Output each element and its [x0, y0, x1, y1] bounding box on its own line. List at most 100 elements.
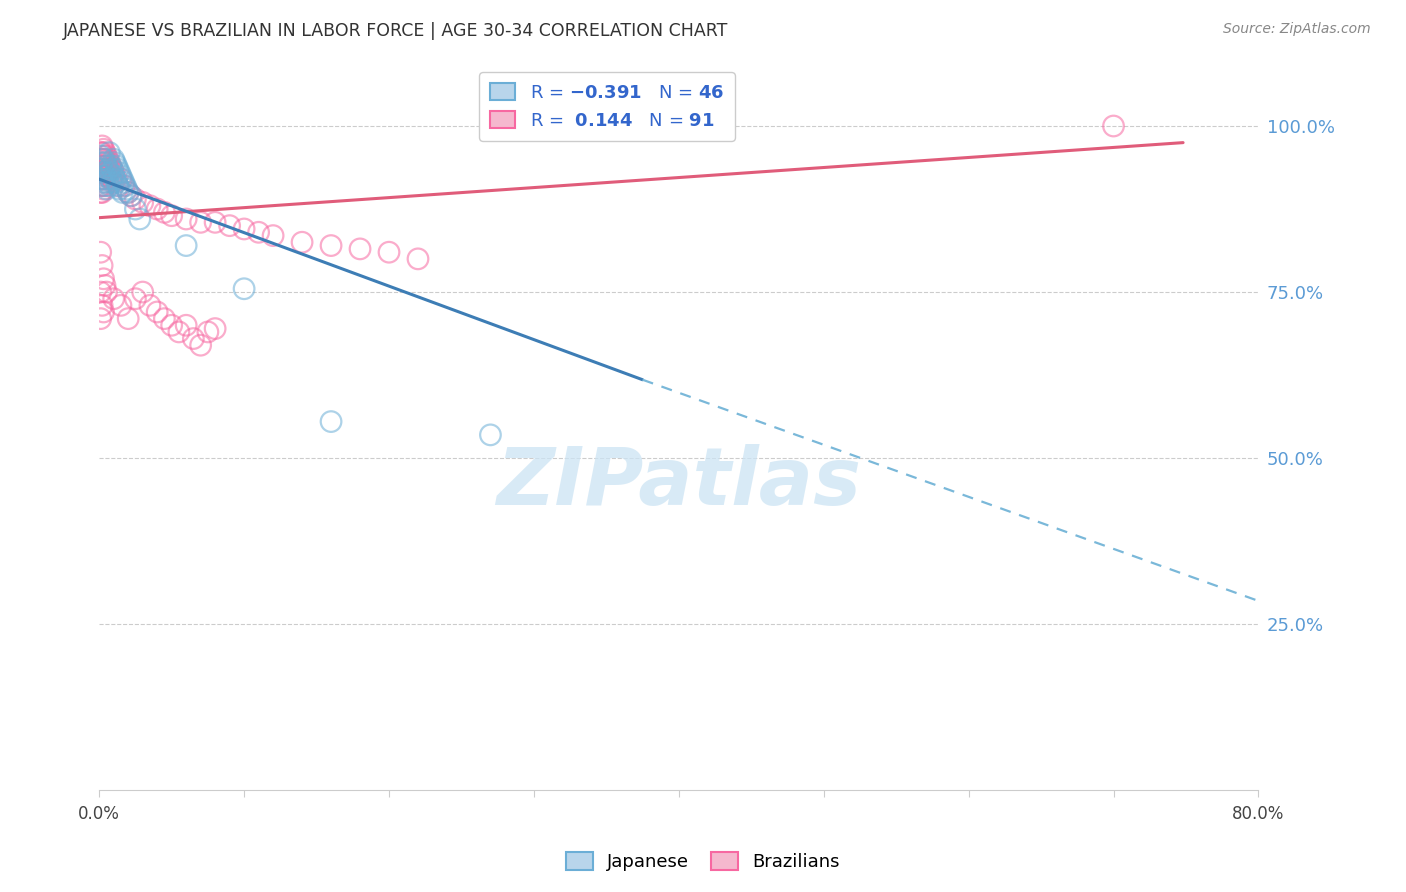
Point	[183, 332, 205, 346]
Point	[190, 215, 212, 229]
Point	[94, 153, 117, 167]
Legend: Japanese, Brazilians: Japanese, Brazilians	[558, 846, 848, 879]
Point	[98, 145, 121, 160]
Point	[94, 172, 117, 186]
Point	[91, 178, 114, 193]
Point	[319, 238, 342, 252]
Point	[91, 259, 114, 273]
Point	[111, 186, 134, 200]
Point	[98, 169, 121, 183]
Point	[101, 172, 124, 186]
Point	[160, 318, 183, 333]
Point	[97, 159, 120, 173]
Point	[174, 238, 197, 252]
Point	[94, 169, 117, 183]
Point	[233, 282, 256, 296]
Point	[107, 178, 129, 193]
Point	[319, 415, 342, 429]
Point	[101, 162, 124, 177]
Point	[90, 153, 112, 167]
Point	[93, 142, 115, 156]
Point	[93, 176, 115, 190]
Point	[94, 155, 117, 169]
Point	[167, 325, 190, 339]
Point	[100, 172, 122, 186]
Point	[349, 242, 371, 256]
Point	[114, 178, 136, 193]
Point	[94, 178, 117, 193]
Point	[190, 338, 212, 352]
Point	[124, 292, 146, 306]
Point	[97, 165, 120, 179]
Point	[100, 159, 122, 173]
Point	[117, 311, 139, 326]
Point	[112, 176, 135, 190]
Point	[90, 149, 112, 163]
Point	[91, 172, 114, 186]
Legend: R = $\bf{-0.391}$   N = $\bf{46}$, R =  $\bf{0.144}$   N = $\bf{91}$: R = $\bf{-0.391}$ N = $\bf{46}$, R = $\b…	[479, 72, 735, 141]
Point	[91, 153, 114, 167]
Point	[103, 165, 125, 179]
Point	[146, 202, 169, 216]
Point	[1102, 119, 1125, 133]
Point	[108, 182, 131, 196]
Point	[96, 169, 118, 183]
Point	[97, 162, 120, 177]
Point	[120, 188, 142, 202]
Point	[117, 186, 139, 200]
Point	[90, 245, 112, 260]
Point	[94, 165, 117, 179]
Point	[94, 178, 117, 193]
Point	[93, 155, 115, 169]
Point	[90, 159, 112, 173]
Point	[90, 155, 112, 169]
Point	[105, 159, 128, 173]
Point	[128, 212, 150, 227]
Point	[91, 298, 114, 312]
Point	[103, 176, 125, 190]
Point	[103, 169, 125, 183]
Point	[96, 172, 118, 186]
Point	[101, 176, 124, 190]
Point	[91, 172, 114, 186]
Point	[105, 172, 128, 186]
Point	[378, 245, 401, 260]
Point	[291, 235, 314, 250]
Point	[104, 172, 127, 186]
Point	[93, 153, 115, 167]
Point	[98, 178, 121, 193]
Point	[111, 172, 134, 186]
Point	[218, 219, 240, 233]
Point	[90, 178, 112, 193]
Point	[93, 165, 115, 179]
Point	[100, 172, 122, 186]
Point	[131, 195, 153, 210]
Point	[91, 145, 114, 160]
Point	[108, 165, 131, 179]
Point	[153, 311, 176, 326]
Point	[90, 172, 112, 186]
Point	[93, 162, 115, 177]
Point	[93, 176, 115, 190]
Point	[103, 292, 125, 306]
Point	[91, 162, 114, 177]
Point	[110, 172, 132, 186]
Point	[117, 186, 139, 200]
Point	[110, 169, 132, 183]
Point	[103, 153, 125, 167]
Point	[110, 298, 132, 312]
Point	[91, 186, 114, 200]
Point	[100, 159, 122, 173]
Point	[96, 149, 118, 163]
Point	[146, 305, 169, 319]
Point	[97, 153, 120, 167]
Point	[90, 285, 112, 299]
Point	[104, 155, 127, 169]
Point	[262, 228, 284, 243]
Point	[90, 145, 112, 160]
Point	[153, 205, 176, 219]
Point	[96, 155, 118, 169]
Point	[101, 162, 124, 177]
Point	[96, 159, 118, 173]
Text: JAPANESE VS BRAZILIAN IN LABOR FORCE | AGE 30-34 CORRELATION CHART: JAPANESE VS BRAZILIAN IN LABOR FORCE | A…	[63, 22, 728, 40]
